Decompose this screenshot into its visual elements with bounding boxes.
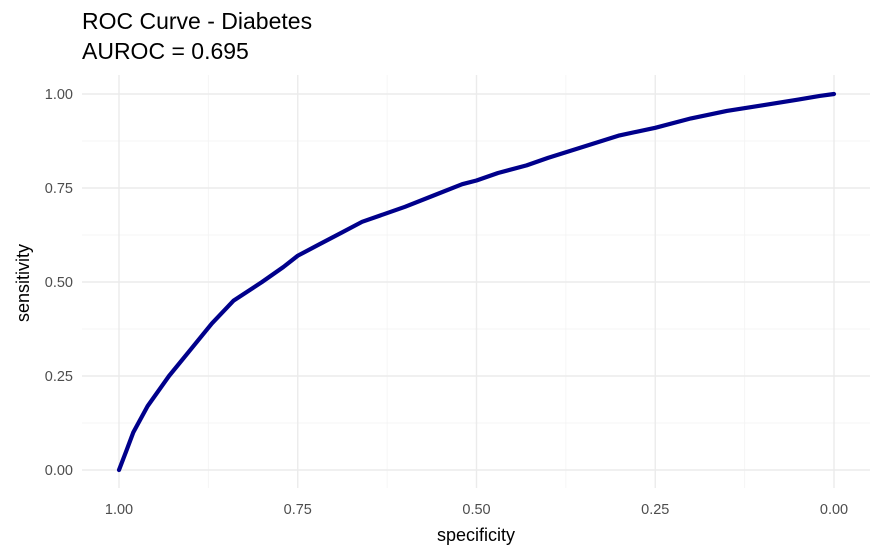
y-tick-label: 0.25 [45, 369, 73, 385]
x-tick-label: 0.25 [641, 502, 669, 518]
chart-subtitle: AUROC = 0.695 [82, 38, 249, 64]
x-tick-label: 0.00 [820, 502, 848, 518]
tick-label-layer: 1.00 0.75 0.50 0.25 0.00 0.00 0.25 0.50 0.75 1.00 [45, 87, 848, 518]
x-tick-label: 0.75 [284, 502, 312, 518]
y-tick-label: 0.50 [45, 275, 73, 291]
roc-curve-line [116, 91, 837, 473]
y-tick-label: 1.00 [45, 87, 73, 103]
line-layer [116, 91, 837, 473]
x-tick-label: 0.50 [462, 502, 490, 518]
x-axis-label: specificity [437, 525, 515, 545]
x-tick-label: 1.00 [105, 502, 133, 518]
grid-layer [82, 75, 870, 488]
y-axis-label: sensitivity [13, 244, 33, 322]
chart-title: ROC Curve - Diabetes [82, 8, 312, 34]
y-tick-label: 0.75 [45, 181, 73, 197]
y-tick-label: 0.00 [45, 463, 73, 479]
